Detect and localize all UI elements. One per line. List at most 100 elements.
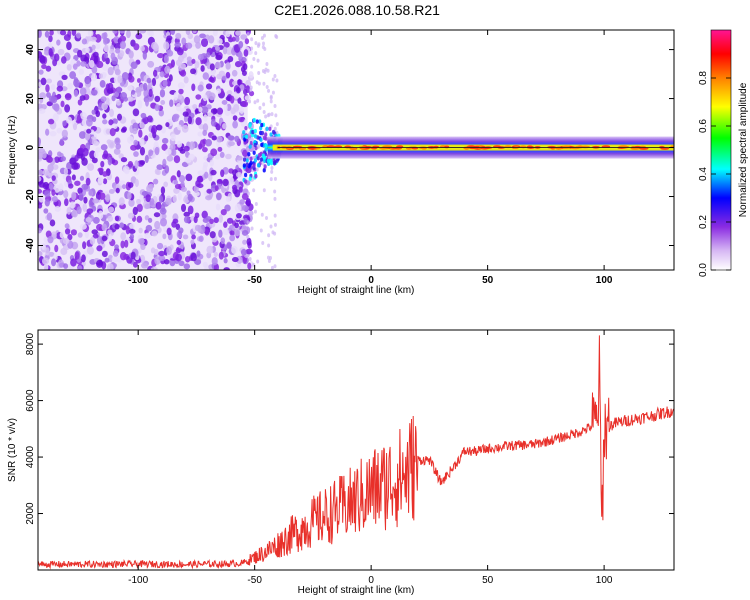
noise-speckle bbox=[178, 175, 186, 183]
noise-speckle bbox=[179, 69, 187, 77]
noise-speckle bbox=[269, 95, 273, 100]
noise-speckle bbox=[119, 50, 125, 58]
noise-speckle bbox=[152, 69, 158, 77]
transition-speckle bbox=[264, 143, 268, 149]
y-tick-label: 4000 bbox=[25, 445, 36, 468]
noise-speckle bbox=[174, 42, 182, 48]
noise-speckle bbox=[241, 193, 249, 201]
noise-speckle bbox=[269, 177, 273, 182]
noise-speckle bbox=[132, 261, 138, 268]
noise-speckle bbox=[48, 182, 53, 190]
noise-speckle bbox=[163, 41, 170, 50]
noise-speckle bbox=[52, 113, 59, 122]
x-tick-label: 50 bbox=[482, 575, 494, 586]
noise-speckle bbox=[140, 112, 147, 119]
noise-speckle bbox=[266, 255, 270, 260]
noise-speckle bbox=[237, 51, 243, 60]
noise-speckle bbox=[175, 253, 182, 262]
noise-speckle bbox=[82, 147, 89, 157]
noise-speckle bbox=[178, 88, 184, 95]
noise-speckle bbox=[262, 41, 266, 46]
y-tick-label: 20 bbox=[25, 93, 36, 105]
noise-speckle bbox=[273, 189, 277, 194]
noise-speckle bbox=[107, 215, 114, 222]
noise-speckle bbox=[262, 188, 266, 193]
noise-speckle bbox=[248, 99, 252, 104]
noise-speckle bbox=[273, 213, 277, 218]
noise-speckle bbox=[202, 129, 208, 136]
noise-speckle bbox=[72, 123, 78, 131]
noise-speckle bbox=[217, 38, 223, 45]
noise-speckle bbox=[176, 140, 183, 148]
noise-speckle bbox=[225, 153, 232, 160]
noise-speckle bbox=[270, 165, 274, 170]
noise-speckle bbox=[223, 267, 230, 270]
x-tick-label: 100 bbox=[596, 275, 613, 286]
noise-speckle bbox=[91, 44, 96, 50]
noise-speckle bbox=[250, 137, 254, 142]
noise-speckle bbox=[241, 70, 247, 76]
noise-speckle bbox=[61, 56, 67, 64]
noise-speckle bbox=[73, 89, 79, 98]
noise-speckle bbox=[137, 248, 142, 254]
noise-speckle bbox=[130, 61, 138, 69]
noise-speckle bbox=[187, 116, 193, 125]
noise-speckle bbox=[51, 196, 58, 203]
noise-speckle bbox=[38, 30, 42, 38]
y-tick-label: 40 bbox=[25, 44, 36, 56]
noise-speckle bbox=[125, 225, 130, 235]
noise-speckle bbox=[118, 197, 125, 206]
noise-speckle bbox=[49, 30, 54, 36]
transition-speckle bbox=[248, 144, 252, 149]
noise-speckle bbox=[106, 139, 112, 145]
noise-speckle bbox=[122, 165, 130, 173]
noise-speckle bbox=[211, 69, 216, 78]
noise-speckle bbox=[185, 42, 193, 49]
noise-speckle bbox=[264, 216, 268, 221]
noise-speckle bbox=[205, 52, 211, 58]
noise-speckle bbox=[227, 176, 234, 185]
noise-speckle bbox=[199, 139, 206, 148]
noise-speckle bbox=[222, 123, 227, 130]
noise-speckle bbox=[173, 179, 179, 185]
transition-speckle bbox=[257, 152, 262, 158]
noise-speckle bbox=[215, 54, 223, 61]
noise-speckle bbox=[43, 263, 49, 270]
noise-speckle bbox=[147, 115, 153, 123]
noise-speckle bbox=[81, 254, 86, 263]
noise-speckle bbox=[231, 80, 239, 86]
noise-speckle bbox=[226, 241, 232, 250]
noise-speckle bbox=[62, 237, 70, 245]
spectrogram-frame bbox=[37, 29, 675, 271]
noise-speckle bbox=[223, 221, 228, 228]
noise-speckle bbox=[150, 266, 158, 270]
noise-speckle bbox=[114, 68, 121, 76]
x-tick-label: 50 bbox=[482, 275, 494, 286]
noise-speckle bbox=[234, 222, 239, 229]
noise-speckle bbox=[183, 76, 189, 84]
noise-speckle bbox=[91, 229, 99, 235]
noise-speckle bbox=[179, 63, 186, 70]
transition-speckle bbox=[263, 158, 267, 164]
transition-speckle bbox=[271, 129, 276, 135]
noise-speckle bbox=[211, 257, 218, 266]
noise-speckle bbox=[258, 105, 262, 110]
noise-speckle bbox=[271, 90, 275, 95]
noise-speckle bbox=[182, 111, 189, 117]
x-tick-label: -100 bbox=[128, 575, 148, 586]
y-tick-label: -40 bbox=[25, 238, 36, 253]
noise-speckle bbox=[59, 30, 67, 36]
y-tick-label: -20 bbox=[25, 189, 36, 204]
y-tick-label: 8000 bbox=[25, 333, 36, 356]
noise-speckle bbox=[102, 36, 108, 45]
noise-speckle bbox=[103, 44, 111, 53]
noise-speckle bbox=[210, 169, 217, 176]
transition-speckle bbox=[252, 150, 256, 155]
noise-speckle bbox=[205, 83, 213, 90]
noise-speckle bbox=[140, 45, 145, 52]
noise-speckle bbox=[64, 223, 70, 229]
transition-speckle bbox=[265, 126, 269, 132]
noise-speckle bbox=[270, 112, 274, 117]
noise-speckle bbox=[245, 198, 251, 207]
